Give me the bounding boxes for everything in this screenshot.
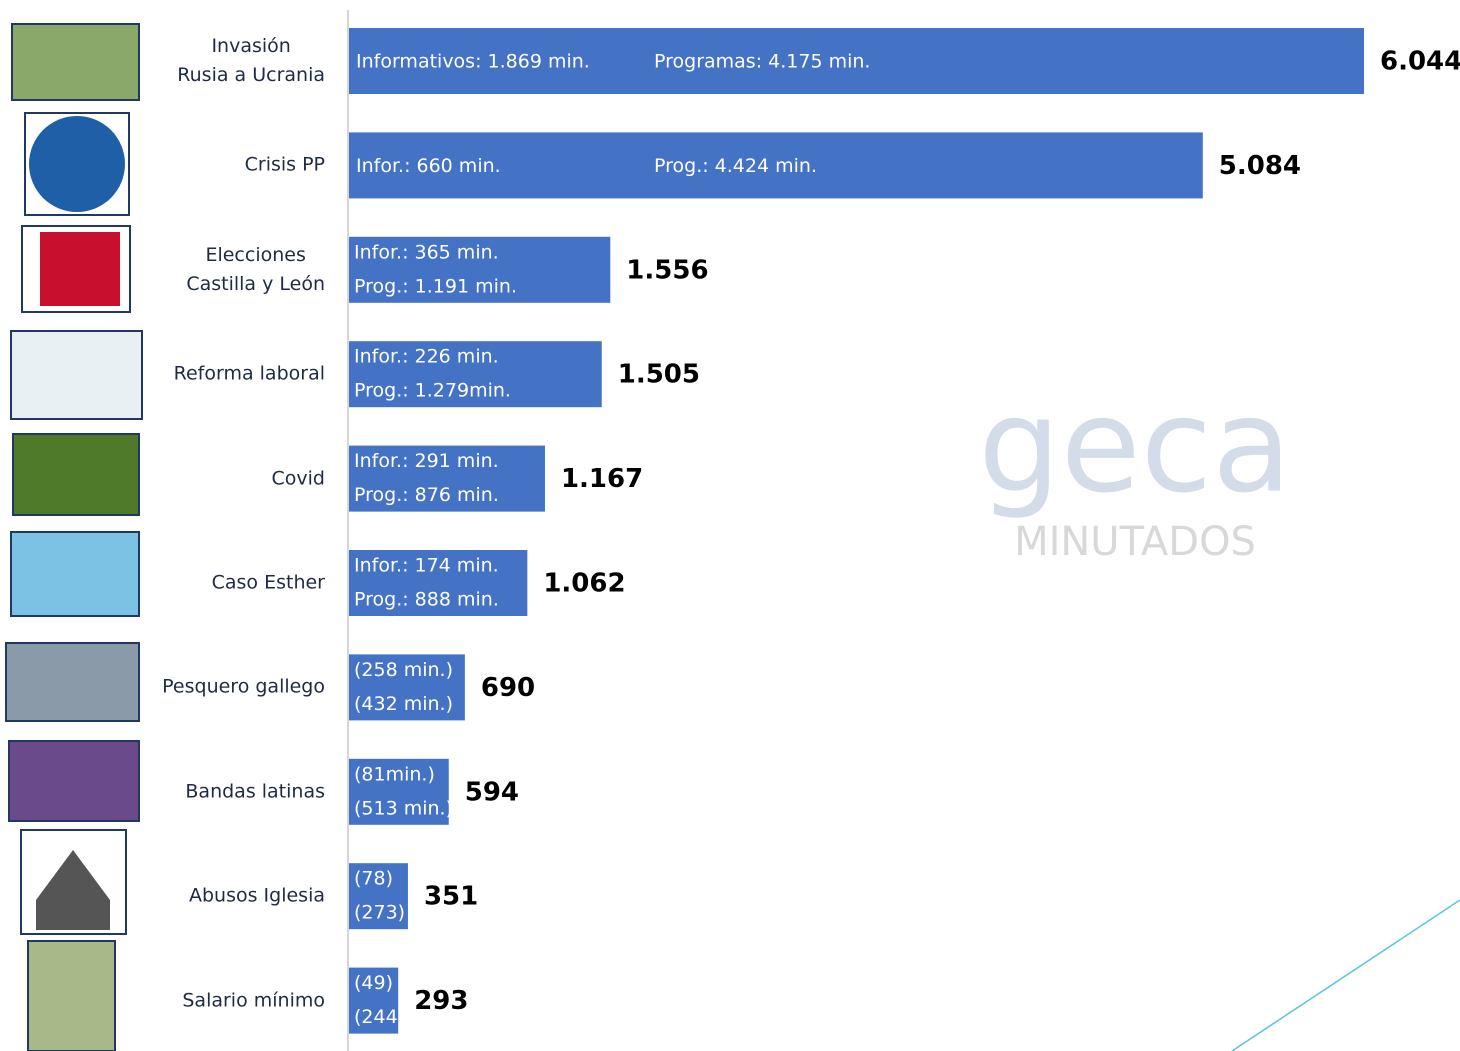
inner-label: (244) [354,1006,405,1028]
inner-label: Infor.: 365 min. [354,241,499,263]
icon [11,23,140,101]
icon [10,531,140,617]
inner-label: Informativos: 1.869 min. [356,51,590,73]
bar [349,341,602,408]
inner-label: Prog.: 888 min. [354,589,499,611]
icon [10,330,143,420]
inner-label: Programas: 4.175 min. [654,51,870,73]
icon [36,850,110,930]
category-label: Covid [271,467,325,490]
bar [349,28,1364,94]
inner-label: (432 min.) [354,693,453,715]
value-label: 293 [414,986,468,1016]
icon [29,116,125,212]
value-label: 1.556 [626,255,708,285]
category-label: Salario mínimo [182,989,325,1012]
bar [349,654,465,721]
category-label: Reforma laboral [173,362,325,385]
bar [349,445,545,512]
inner-label: (49) [354,972,393,994]
category-label: Bandas latinas [185,780,325,803]
value-label: 594 [465,777,519,807]
category-label: Caso Esther [211,571,325,594]
inner-label: (81min.) [354,763,435,785]
inner-label: (513 min.) [354,797,453,819]
value-label: 1.505 [618,360,700,390]
icon [12,433,140,516]
icon [40,232,120,306]
inner-label: Prog.: 1.191 min. [354,275,517,297]
watermark-logo: geca [978,370,1292,522]
bar [349,967,399,1034]
icon [8,740,140,822]
bar [349,236,611,303]
category-label: Crisis PP [244,153,325,176]
category-label: Abusos Iglesia [188,884,325,907]
value-label: 5.084 [1219,151,1301,181]
value-label: 351 [424,882,478,912]
category-label: Elecciones Castilla y León [186,243,325,295]
inner-label: Infor.: 174 min. [354,555,499,577]
value-label: 1.062 [543,569,625,599]
category-label: Pesquero gallego [162,675,325,698]
value-label: 6.044 [1380,47,1460,77]
inner-label: Prog.: 4.424 min. [654,155,817,177]
value-label: 1.167 [561,464,643,494]
inner-label: Prog.: 876 min. [354,484,499,506]
value-label: 690 [481,673,535,703]
icons [5,23,143,1051]
inner-label: (258 min.) [354,659,453,681]
inner-label: Infor.: 226 min. [354,346,499,368]
icon [5,642,140,722]
bar [349,863,408,930]
inner-label: Prog.: 1.279min. [354,380,511,402]
bar [349,550,528,616]
bar [349,132,1203,199]
inner-label: (78) [354,868,393,890]
category-label: Invasión Rusia a Ucrania [177,35,325,86]
inner-label: (273) [354,902,405,924]
decoration-line [1231,899,1460,1051]
bar [349,758,449,825]
inner-label: Infor.: 660 min. [356,155,501,177]
watermark-text: MINUTADOS [1014,519,1256,565]
inner-label: Infor.: 291 min. [354,450,499,472]
icon [27,940,116,1051]
